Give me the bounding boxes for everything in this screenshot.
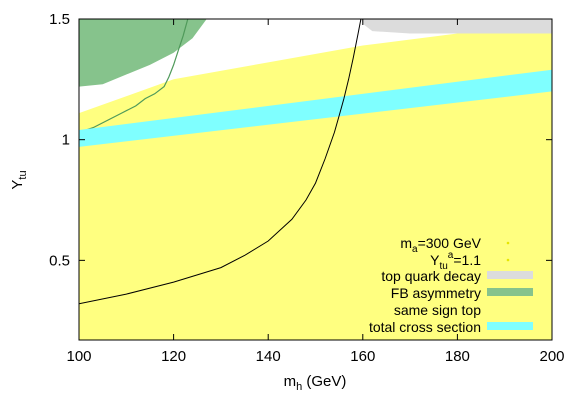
legend-param-1-base: m [400, 235, 412, 251]
legend-swatch-same-sign-top [487, 305, 533, 313]
total-cross-section-band [79, 69, 552, 147]
fb-asymmetry-strip [79, 19, 189, 133]
legend-swatch-fb-asymmetry [487, 288, 533, 296]
y-tick-label: 1 [62, 132, 70, 149]
legend: ma=300 GeV Ytua=1.1 top quark decay FB a… [369, 235, 533, 335]
legend-param-line-2: Ytua=1.1 [430, 250, 481, 272]
legend-swatch-total-cross-section [487, 322, 533, 330]
x-axis-label-sub: h [296, 381, 302, 393]
legend-param-line-1: ma=300 GeV [400, 235, 481, 255]
top-quark-decay-region [360, 19, 552, 34]
legend-label-fb-asymmetry: FB asymmetry [391, 285, 481, 301]
x-axis-label-base: m [284, 373, 297, 390]
legend-swatch-top-quark-decay [487, 271, 533, 279]
boundary-curve [79, 19, 362, 305]
legend-param-2-rest: =1.1 [453, 252, 481, 268]
legend-param-2-dot [506, 258, 510, 262]
plot-frame [78, 18, 553, 341]
legend-label-top-quark-decay: top quark decay [381, 268, 481, 284]
legend-param-2-base: Y [430, 252, 440, 268]
legend-label-same-sign-top: same sign top [394, 302, 481, 318]
y-axis-label-sub: tu [17, 170, 29, 179]
y-axis: 0.5 1 1.5 [49, 11, 552, 269]
y-tick-label: 1.5 [49, 11, 70, 28]
y-axis-label-base: Y [9, 180, 26, 190]
y-axis-label: Ytu [9, 170, 29, 189]
x-axis: 100 120 140 160 180 200 [66, 19, 565, 365]
x-tick-label: 140 [256, 348, 281, 365]
x-tick-label: 200 [539, 348, 564, 365]
legend-param-2-sub: tu [439, 261, 447, 272]
legend-param-1-rest: =300 GeV [418, 235, 482, 251]
legend-param-2-sup: a [448, 250, 454, 261]
x-axis-label-unit: (GeV) [302, 373, 346, 390]
x-tick-label: 120 [161, 348, 186, 365]
x-tick-label: 160 [350, 348, 375, 365]
x-tick-label: 100 [66, 348, 91, 365]
x-axis-label: mh (GeV) [284, 373, 347, 393]
legend-param-1-sub: a [412, 244, 418, 255]
x-tick-label: 180 [445, 348, 470, 365]
legend-label-total-cross-section: total cross section [369, 319, 481, 335]
legend-param-1-dot [506, 241, 510, 245]
plot-area [79, 19, 552, 340]
y-tick-label: 0.5 [49, 252, 70, 269]
fb-asymmetry-region [79, 19, 207, 87]
